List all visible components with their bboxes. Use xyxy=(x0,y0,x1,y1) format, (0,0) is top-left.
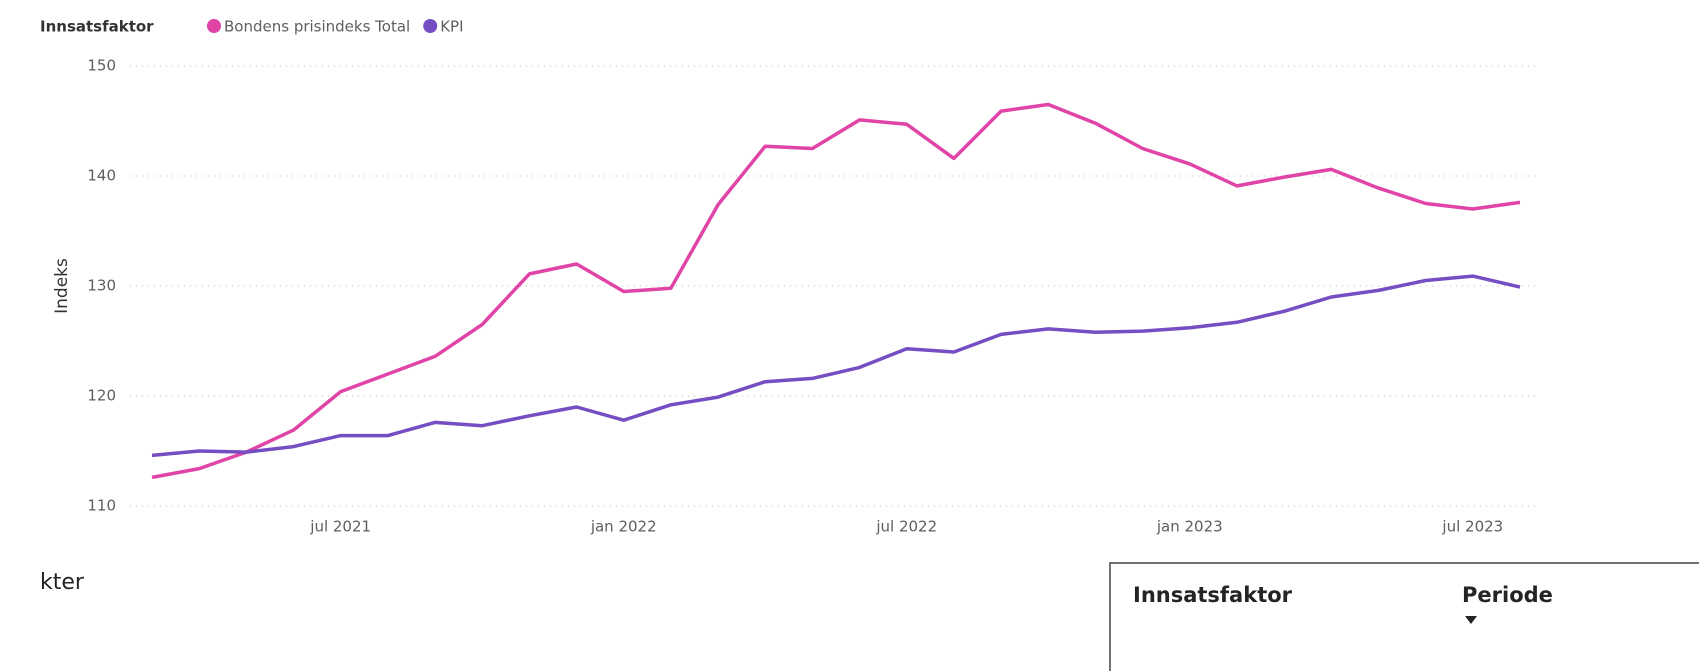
legend-marker[interactable] xyxy=(423,19,438,33)
table-header[interactable]: Innsatsfaktor xyxy=(1133,583,1293,607)
sort-arrow[interactable] xyxy=(1465,616,1477,624)
y-tick-label: 110 xyxy=(87,497,116,515)
x-tick-label: jul 2022 xyxy=(875,518,937,536)
section-heading: kter xyxy=(40,570,85,595)
y-tick-label: 120 xyxy=(87,387,116,405)
y-tick-label: 130 xyxy=(87,277,116,295)
x-tick-label: jul 2023 xyxy=(1441,518,1503,536)
y-axis-title: Indeks xyxy=(52,258,72,314)
legend-label[interactable]: Bondens prisindeks Total xyxy=(224,18,410,36)
y-tick-label: 140 xyxy=(87,167,116,185)
legend-marker[interactable] xyxy=(207,19,221,33)
legend-title: Innsatsfaktor xyxy=(40,18,154,36)
x-tick-label: jan 2023 xyxy=(1156,518,1223,536)
series-line xyxy=(151,102,1521,480)
series-line xyxy=(151,274,1521,458)
legend-label[interactable]: KPI xyxy=(440,18,463,36)
table-frame xyxy=(1109,562,1699,671)
x-tick-label: jul 2021 xyxy=(309,518,371,536)
table-header[interactable]: Periode xyxy=(1462,583,1553,607)
y-tick-label: 150 xyxy=(87,57,116,75)
x-tick-label: jan 2022 xyxy=(590,518,657,536)
